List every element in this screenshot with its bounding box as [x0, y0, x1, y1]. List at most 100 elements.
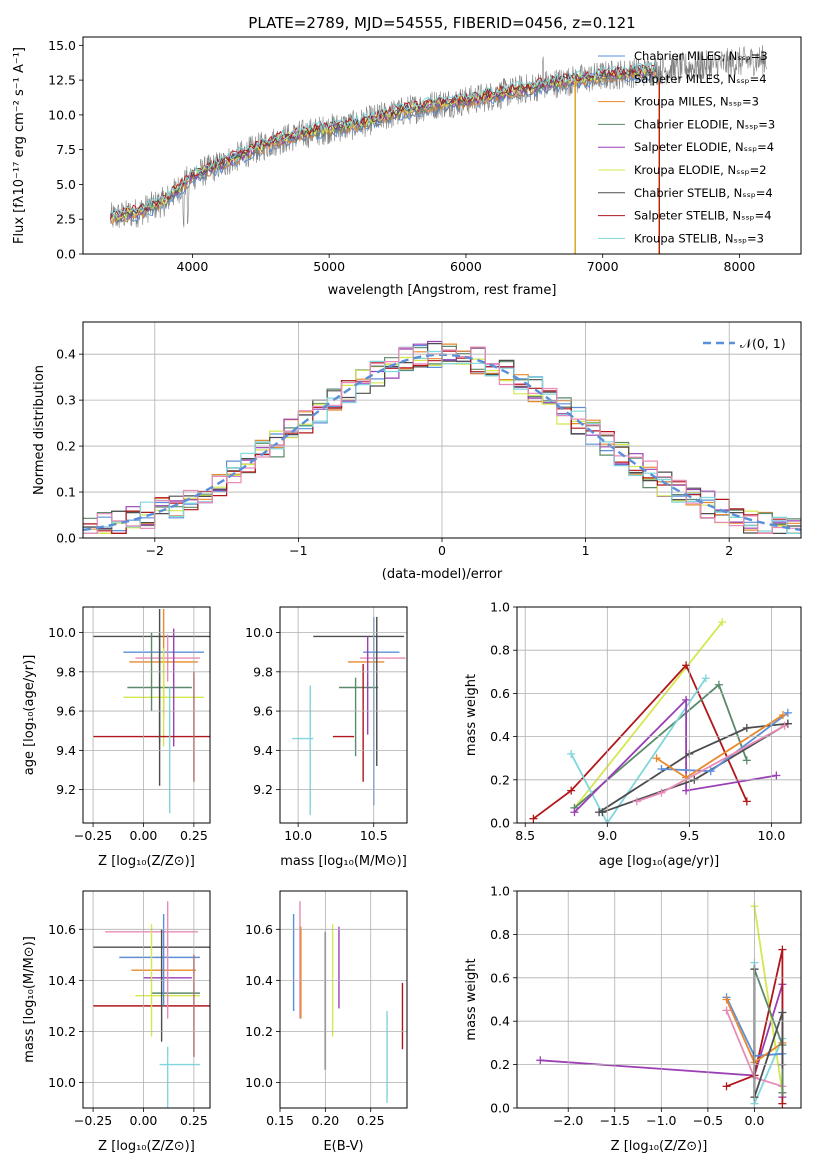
x-tick-label: 0.20 — [311, 1113, 339, 1128]
weight-series — [567, 674, 710, 823]
data-point — [682, 695, 691, 704]
y-tick-label: 10.0 — [48, 1075, 76, 1090]
y-tick-label: 0.6 — [490, 686, 510, 701]
data-point — [783, 708, 792, 717]
y-tick-label: 10.6 — [245, 922, 273, 937]
y-tick-label: 0.3 — [56, 393, 76, 408]
data-point — [567, 786, 576, 795]
x-axis-label: wavelength [Angstrom, rest frame] — [328, 283, 557, 298]
y-tick-label: 10.4 — [48, 973, 76, 988]
weight-series — [570, 618, 727, 812]
y-axis-label: Normed distribution — [32, 365, 47, 495]
chart-title: PLATE=2789, MJD=54555, FIBERID=0456, z=0… — [248, 14, 635, 32]
x-tick-label: 0.00 — [130, 1113, 158, 1128]
y-tick-label: 7.5 — [56, 142, 76, 157]
weight-line — [532, 663, 748, 820]
y-tick-label: 0.2 — [56, 439, 76, 454]
y-tick-label: 0.8 — [490, 927, 510, 942]
weight-series — [598, 719, 792, 817]
weight-series — [570, 695, 781, 817]
y-tick-label: 0.1 — [56, 485, 76, 500]
y-axis-label: mass weight — [464, 674, 479, 756]
y-tick-label: 0.4 — [490, 729, 510, 744]
x-tick-label: 0.00 — [130, 828, 158, 843]
weight-series — [657, 708, 792, 776]
axes-frame — [279, 890, 408, 1109]
y-tick-label: 9.8 — [253, 664, 273, 679]
data-point — [567, 749, 576, 758]
model-spectrum — [109, 74, 657, 225]
x-axis-label: Z [log₁₀(Z/Z⊙)] — [611, 1139, 708, 1154]
y-tick-label: 15.0 — [48, 38, 76, 53]
axes-labels: 4000 5000 6000 7000 80000.02.55.07.510.012.5… — [12, 14, 786, 1154]
axes-frame — [516, 606, 802, 824]
spectrum-curves — [109, 44, 768, 254]
x-tick-label: −2 — [146, 543, 164, 558]
error-bar — [123, 648, 204, 747]
x-tick-label: 0.25 — [180, 828, 208, 843]
y-tick-label: 10.6 — [48, 922, 76, 937]
y-tick-label: 0.0 — [490, 816, 510, 831]
data-point — [536, 1056, 545, 1065]
axes-frame — [279, 606, 408, 824]
weight-series — [632, 721, 789, 806]
y-tick-label: 10.0 — [245, 1075, 273, 1090]
axes-frame — [82, 890, 211, 1109]
weight-line — [636, 725, 786, 803]
y-tick-label: 1.0 — [490, 884, 510, 899]
x-tick-label: −1.0 — [646, 1113, 676, 1128]
weight-series — [652, 711, 787, 782]
x-tick-label: 7000 — [587, 259, 619, 274]
x-axis-label: mass [log₁₀(M/M⊙)] — [280, 854, 407, 869]
weight-line — [573, 621, 723, 809]
x-tick-label: 1 — [582, 543, 590, 558]
legend-label: 𝒩(0, 1) — [740, 336, 786, 351]
x-tick-label: 9.0 — [597, 828, 617, 843]
data-point — [718, 618, 727, 627]
legend-label: Kroupa STELIB, Nₛₛₚ=3 — [634, 231, 764, 245]
y-tick-label: 1.0 — [490, 600, 510, 615]
legend-label: Chabrier ELODIE, Nₛₛₚ=3 — [634, 117, 775, 131]
y-tick-label: 9.6 — [253, 704, 273, 719]
x-tick-label: 2 — [725, 543, 733, 558]
x-axis-label: (data-model)/error — [382, 567, 503, 582]
x-axis-label: Z [log₁₀(Z/Z⊙)] — [98, 1139, 195, 1154]
legend-label: Kroupa ELODIE, Nₛₛₚ=2 — [634, 163, 767, 177]
data-point — [657, 765, 666, 773]
model-spectrum — [109, 66, 657, 222]
data-point — [778, 1088, 787, 1097]
x-tick-label: 8000 — [724, 259, 756, 274]
x-tick-label: 0 — [438, 543, 446, 558]
legend-label: Salpeter STELIB, Nₛₛₚ=4 — [634, 209, 772, 223]
weight-line — [573, 683, 748, 809]
data-point — [657, 788, 666, 797]
y-tick-label: 9.8 — [56, 664, 76, 679]
data-point — [714, 680, 723, 689]
weight-line — [570, 677, 707, 823]
y-axis-label: mass [log₁₀(M/M⊙)] — [22, 936, 37, 1063]
data-point — [778, 1008, 787, 1017]
x-tick-label: −0.25 — [74, 828, 112, 843]
x-tick-label: −1 — [289, 543, 307, 558]
weight-series — [529, 661, 751, 823]
y-tick-label: 0.4 — [490, 1014, 510, 1029]
x-tick-label: −0.5 — [693, 1113, 723, 1128]
data-point — [778, 711, 787, 719]
axes-frame — [82, 36, 802, 255]
legend-label: Chabrier STELIB, Nₛₛₚ=4 — [634, 186, 773, 200]
y-tick-label: 0.2 — [490, 772, 510, 787]
y-tick-label: 0.8 — [490, 643, 510, 658]
data-point — [722, 1006, 731, 1015]
x-tick-label: 5000 — [313, 259, 345, 274]
x-tick-label: 4000 — [177, 259, 209, 274]
y-tick-label: 9.2 — [56, 782, 76, 797]
data-point — [778, 945, 787, 954]
x-tick-label: −1.5 — [600, 1113, 630, 1128]
axes-frame — [82, 606, 211, 824]
data-point — [742, 756, 751, 765]
model-spectrum — [110, 61, 657, 218]
data-point — [780, 721, 789, 730]
y-tick-label: 0.6 — [490, 970, 510, 985]
weight-line — [753, 906, 784, 1093]
